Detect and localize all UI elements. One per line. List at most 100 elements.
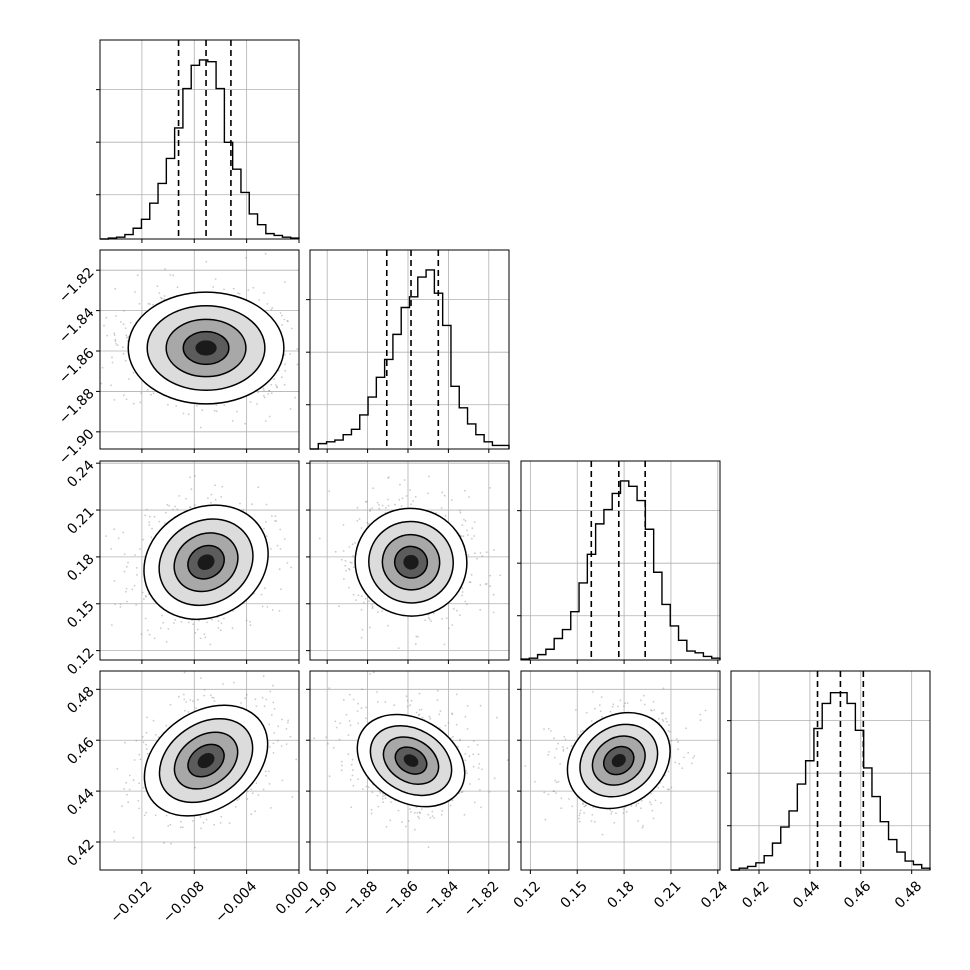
scatter-point [389,819,392,822]
scatter-point [204,636,207,639]
x-tick-label-0: −0.004 [212,878,260,926]
scatter-point [284,363,286,365]
scatter-point [378,504,380,506]
scatter-point [251,792,254,795]
scatter-point [677,741,679,743]
scatter-point [467,745,470,748]
scatter-point [693,755,696,757]
scatter-point [613,821,616,824]
contour-line [603,745,635,776]
scatter-point [420,708,423,711]
scatter-point [270,392,273,394]
scatter-point [351,543,354,546]
scatter-point [534,780,536,783]
scatter-point [114,340,117,343]
scatter-point [348,693,351,696]
contour-line [143,504,269,621]
scatter-point [269,690,272,693]
scatter-point [114,603,116,606]
scatter-point [263,396,266,399]
scatter-point [214,484,217,487]
x-tick-label-0: −0.012 [108,878,156,926]
scatter-point [161,614,164,617]
scatter-point [642,694,645,697]
scatter-point [278,568,281,571]
histogram-line [310,269,510,450]
scatter-point [167,825,170,827]
scatter-point [690,762,693,765]
scatter-point [362,601,365,604]
scatter-point [342,524,345,526]
scatter-point [459,739,462,742]
scatter-point [113,528,116,531]
scatter-point [289,408,292,410]
hist-panel-0 [96,39,300,240]
scatter-point [622,812,625,814]
scatter-point [371,607,374,610]
scatter-point [113,399,116,401]
scatter-point [238,798,241,800]
scatter-point [578,817,580,820]
scatter-point [393,704,396,707]
scatter-point [270,383,273,386]
scatter-point [484,583,487,586]
scatter-point [143,814,146,817]
scatter-point [390,801,392,803]
scatter-point [228,822,231,824]
contour-line [173,532,239,593]
scatter-point [187,413,190,416]
scatter-point [480,806,482,809]
scatter-point [457,745,459,748]
density-content [524,687,707,836]
scatter-point [675,738,678,740]
scatter-point [456,609,458,612]
scatter-point [325,736,328,739]
scatter-point [687,752,690,754]
scatter-point [445,617,448,620]
scatter-point [352,769,354,771]
scatter-point [471,537,473,540]
scatter-point [255,782,258,784]
scatter-point [106,334,109,337]
scatter-point [181,826,184,829]
scatter-point [590,820,593,822]
scatter-point [334,720,337,723]
contour-line [566,711,671,810]
scatter-point [285,743,288,745]
scatter-point [136,274,139,277]
scatter-point [140,633,143,636]
scatter-point [286,562,289,564]
scatter-point [276,739,279,742]
y-tick-label-3: 0.42 [64,836,97,869]
density-level [403,754,419,767]
scatter-point [113,839,116,842]
scatter-point [488,790,491,793]
scatter-point [601,715,603,718]
scatter-point [378,507,381,510]
scatter-point [654,799,657,802]
scatter-point [352,784,355,787]
scatter-point [287,320,289,323]
scatter-point [387,624,389,627]
scatter-point [263,587,266,590]
scatter-point [489,585,491,588]
scatter-point [493,777,496,780]
scatter-point [211,619,213,621]
contour-line [143,704,269,817]
scatter-point [153,515,156,518]
contour-line [393,545,429,579]
scatter-point [212,696,215,699]
scatter-point [339,722,342,725]
scatter-point [125,781,128,784]
scatter-point [394,503,396,506]
scatter-point [466,728,469,730]
scatter-point [543,791,546,794]
scatter-point [578,814,581,817]
scatter-point [417,635,419,638]
scatter-point [436,699,439,701]
scatter-point [175,405,178,407]
scatter-point [397,647,400,650]
scatter-point [447,627,450,630]
scatter-point [662,720,665,722]
scatter-point [194,631,197,634]
